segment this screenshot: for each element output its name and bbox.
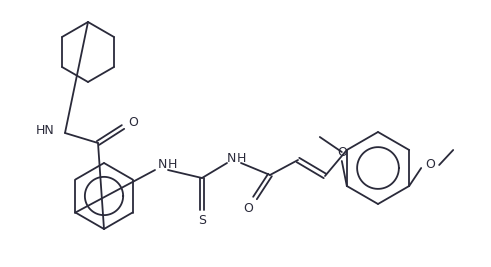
Text: O: O	[128, 116, 138, 128]
Text: S: S	[198, 214, 206, 226]
Text: O: O	[337, 146, 347, 159]
Text: HN: HN	[36, 124, 55, 136]
Text: N: N	[158, 159, 167, 171]
Text: H: H	[237, 151, 246, 164]
Text: O: O	[425, 159, 435, 171]
Text: N: N	[227, 151, 236, 164]
Text: O: O	[243, 202, 253, 214]
Text: H: H	[168, 159, 177, 171]
